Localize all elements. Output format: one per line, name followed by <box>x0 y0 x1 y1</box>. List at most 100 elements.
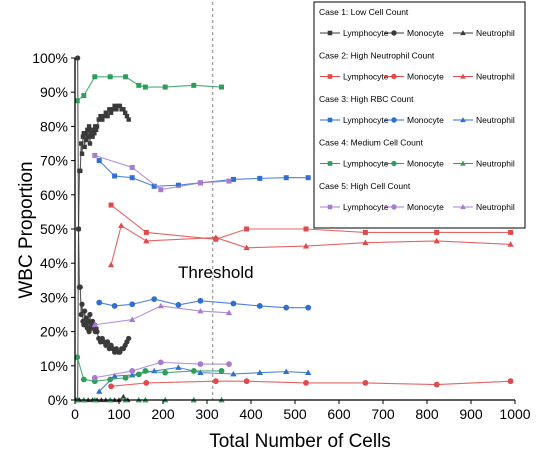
y-axis-title: WBC Proportion <box>16 161 37 298</box>
case-1-monocyte-point <box>85 318 91 324</box>
x-axis-title: Total Number of Cells <box>209 431 391 452</box>
case-4-lymphocyte-point <box>142 84 148 90</box>
legend-item-label: Monocyte <box>407 115 444 125</box>
case-1-lymphocyte-point <box>83 131 88 136</box>
case-3-neutrophil-point <box>230 370 237 377</box>
case-3-lymphocyte-line <box>98 160 309 187</box>
legend-swatch-marker <box>327 30 333 36</box>
case-2-monocyte-line <box>111 380 511 387</box>
case-4-monocyte-point <box>74 354 81 361</box>
case-1-lymphocyte-point <box>101 113 107 119</box>
case-4-lymphocyte-point <box>74 98 80 104</box>
case-1-lymphocyte-point <box>117 103 123 109</box>
case-5-neutrophil-point <box>91 321 98 328</box>
legend-swatch-marker <box>391 117 397 123</box>
case-5 <box>91 152 233 381</box>
case-1 <box>75 55 132 403</box>
case-4-lymphocyte-point <box>136 82 142 88</box>
case-5-lymphocyte-point <box>197 180 203 186</box>
y-tick-label: 50% <box>40 221 68 237</box>
case-3-neutrophil-point <box>283 368 290 374</box>
case-1-monocyte-point <box>82 308 88 314</box>
legend-swatch-marker <box>391 204 397 210</box>
case-1-lymphocyte-point <box>108 110 114 115</box>
case-1-lymphocyte-point <box>90 134 95 139</box>
case-3-monocyte-point <box>256 303 263 309</box>
legend: Case 1: Low Cell Count Lymphocyte Monocyte… <box>313 1 526 229</box>
case-2-lymphocyte-point <box>143 229 149 235</box>
case-4-lymphocyte-point <box>219 84 225 90</box>
x-tick-label: 0 <box>71 406 79 422</box>
x-tick-label: 300 <box>195 406 219 422</box>
case-3-lymphocyte-point <box>151 183 157 189</box>
case-4-lymphocyte-point <box>81 93 87 99</box>
case-4-lymphocyte-point <box>162 84 168 90</box>
case-1-lymphocyte-point <box>85 127 90 133</box>
legend-case-title: Case 4: Medium Cell Count <box>319 138 424 148</box>
case-4-monocyte-point <box>107 376 114 383</box>
case-1-lymphocyte-point <box>98 113 103 119</box>
case-1-lymphocyte-point <box>91 127 96 133</box>
case-1-lymphocyte-point <box>121 107 126 112</box>
case-3-lymphocyte-point <box>129 175 135 181</box>
legend-item-label: Monocyte <box>407 159 444 169</box>
legend-item-label: Lymphocyte <box>343 159 389 169</box>
case-1-lymphocyte-point <box>107 107 112 112</box>
threshold-label: Threshold <box>178 263 254 282</box>
case-5-lymphocyte-point <box>158 187 164 193</box>
x-tick-label: 500 <box>283 406 307 422</box>
case-2-lymphocyte-point <box>362 229 368 235</box>
case-1-monocyte-point <box>75 226 82 232</box>
x-tick-label: 800 <box>415 406 439 422</box>
case-2-monocyte-point <box>108 383 114 390</box>
legend-swatch-marker <box>391 73 397 80</box>
case-4-monocyte-point <box>122 374 129 381</box>
case-3 <box>96 158 312 394</box>
case-3-lymphocyte-point <box>112 173 118 179</box>
case-2-neutrophil-point <box>243 244 250 251</box>
legend-item-label: Neutrophil <box>476 159 515 169</box>
legend-swatch-marker <box>460 160 466 166</box>
case-3-neutrophil-point <box>305 369 312 375</box>
case-3-monocyte-point <box>197 297 204 304</box>
case-2-lymphocyte-point <box>108 202 114 208</box>
case-4 <box>74 74 225 403</box>
x-tick-label: 400 <box>239 406 263 422</box>
case-1-lymphocyte-point <box>112 103 117 109</box>
case-2-lymphocyte-point <box>303 226 309 232</box>
case-2-neutrophil-point <box>302 242 310 249</box>
case-2-lymphocyte-point <box>244 226 250 232</box>
case-3-neutrophil-point <box>197 369 204 375</box>
case-5-neutrophil-point <box>157 302 164 309</box>
case-2-neutrophil-point <box>107 261 115 268</box>
legend-item-label: Lymphocyte <box>343 202 389 212</box>
case-2-neutrophil-line <box>110 224 511 266</box>
case-2-monocyte-point <box>303 380 309 386</box>
case-3-neutrophil-point <box>111 372 118 379</box>
case-2-lymphocyte-point <box>434 229 440 235</box>
case-5-monocyte-point <box>226 361 232 367</box>
case-1-lymphocyte-point <box>126 117 131 122</box>
case-1-lymphocyte-point <box>122 110 128 115</box>
case-1-lymphocyte-point <box>78 141 84 146</box>
legend-case-title: Case 3: High RBC Count <box>319 94 414 104</box>
case-3-lymphocyte-point <box>230 176 236 182</box>
case-5-lymphocyte-point <box>129 164 135 170</box>
case-3-lymphocyte-point <box>257 175 263 181</box>
case-3-monocyte-point <box>151 296 158 303</box>
legend-swatch-marker <box>327 204 333 210</box>
legend-swatch-marker <box>460 204 466 210</box>
x-tick-label: 200 <box>151 406 175 422</box>
legend-swatch-marker <box>327 117 333 123</box>
case-1-lymphocyte-point <box>86 134 91 139</box>
legend-swatch-marker <box>391 30 397 36</box>
case-1-lymphocyte-point <box>105 113 110 119</box>
case-3-monocyte-point <box>305 304 312 311</box>
case-1-lymphocyte-point <box>103 110 108 115</box>
case-5-neutrophil-point <box>225 309 233 316</box>
legend-item-label: Neutrophil <box>476 115 515 125</box>
legend-item-label: Monocyte <box>407 202 444 212</box>
case-3-monocyte-point <box>283 304 290 311</box>
case-3-monocyte-point <box>129 301 136 308</box>
